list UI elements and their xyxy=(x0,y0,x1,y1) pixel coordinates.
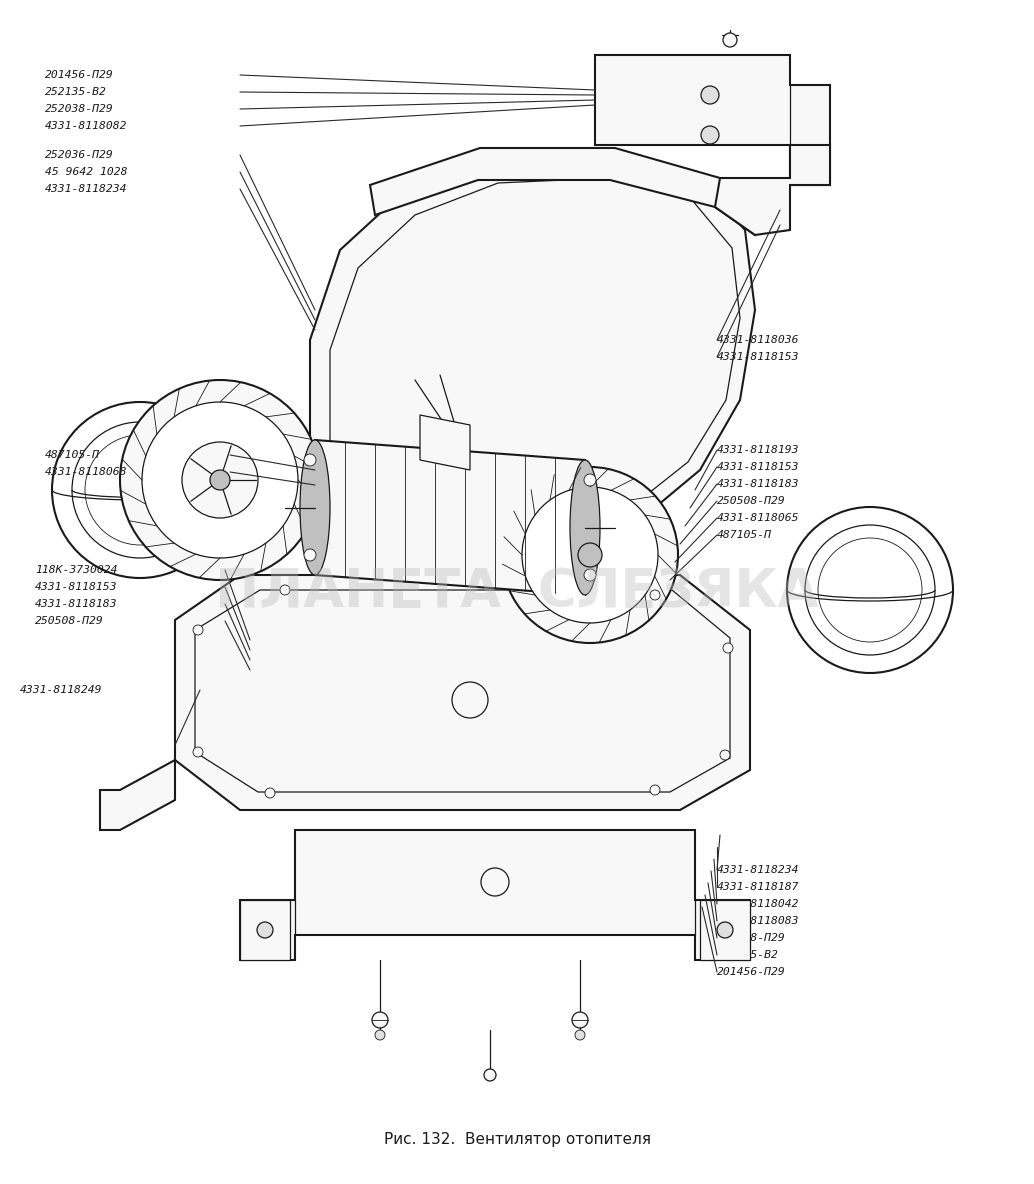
Text: 252038-П29: 252038-П29 xyxy=(45,104,114,114)
Circle shape xyxy=(701,86,719,104)
Text: 4331-8118082: 4331-8118082 xyxy=(45,121,127,131)
Polygon shape xyxy=(420,416,470,470)
Circle shape xyxy=(452,682,488,718)
Circle shape xyxy=(375,1030,385,1040)
Circle shape xyxy=(182,442,258,519)
Polygon shape xyxy=(595,54,830,185)
Text: 252038-П29: 252038-П29 xyxy=(717,933,786,942)
Text: 201456-П29: 201456-П29 xyxy=(717,967,786,977)
Polygon shape xyxy=(315,440,585,596)
Polygon shape xyxy=(255,430,310,490)
Circle shape xyxy=(723,33,737,47)
Text: 4331-8118249: 4331-8118249 xyxy=(20,686,102,695)
Polygon shape xyxy=(310,155,755,545)
Circle shape xyxy=(501,466,678,643)
Ellipse shape xyxy=(570,461,600,596)
Text: Рис. 132.  Вентилятор отопителя: Рис. 132. Вентилятор отопителя xyxy=(384,1132,650,1146)
Polygon shape xyxy=(370,148,760,234)
Text: 4331-8118234: 4331-8118234 xyxy=(45,184,127,194)
Circle shape xyxy=(584,570,596,581)
Circle shape xyxy=(193,625,203,635)
Polygon shape xyxy=(100,760,175,830)
Text: 118К-3730024: 118К-3730024 xyxy=(35,565,118,575)
Text: 4331-8118042: 4331-8118042 xyxy=(717,899,799,909)
Polygon shape xyxy=(175,575,750,810)
Circle shape xyxy=(484,1069,496,1081)
Text: 4331-8118234: 4331-8118234 xyxy=(717,866,799,875)
Circle shape xyxy=(193,747,203,757)
Circle shape xyxy=(120,380,320,580)
Text: 4331-8118083: 4331-8118083 xyxy=(717,916,799,926)
Polygon shape xyxy=(714,144,830,234)
Text: 4331-8118153: 4331-8118153 xyxy=(717,462,799,472)
Text: 4331-8118068: 4331-8118068 xyxy=(45,466,127,477)
Circle shape xyxy=(304,549,316,561)
Circle shape xyxy=(265,789,275,798)
Circle shape xyxy=(717,922,733,938)
Circle shape xyxy=(787,507,953,673)
Circle shape xyxy=(52,403,229,578)
Circle shape xyxy=(650,590,660,600)
Text: 45 9642 1028: 45 9642 1028 xyxy=(45,167,127,176)
Text: 252135-В2: 252135-В2 xyxy=(717,950,779,960)
Polygon shape xyxy=(240,900,290,960)
Circle shape xyxy=(372,1012,388,1028)
Circle shape xyxy=(575,1030,585,1040)
Circle shape xyxy=(142,403,298,558)
Polygon shape xyxy=(700,900,750,960)
Circle shape xyxy=(522,487,658,623)
Text: 487105-П: 487105-П xyxy=(45,450,100,461)
Text: 487105-П: 487105-П xyxy=(717,530,772,540)
Circle shape xyxy=(701,126,719,144)
Text: 201456-П29: 201456-П29 xyxy=(45,70,114,81)
Circle shape xyxy=(210,470,230,490)
Text: 252036-П29: 252036-П29 xyxy=(45,150,114,160)
Circle shape xyxy=(720,749,730,760)
Ellipse shape xyxy=(300,440,330,575)
Text: 4331-8118036: 4331-8118036 xyxy=(717,335,799,345)
Polygon shape xyxy=(240,830,750,960)
Text: 4331-8118193: 4331-8118193 xyxy=(717,445,799,455)
Circle shape xyxy=(723,643,733,654)
Text: 250508-П29: 250508-П29 xyxy=(35,616,103,626)
Text: 4331-8118183: 4331-8118183 xyxy=(717,480,799,489)
Circle shape xyxy=(578,543,602,567)
Text: 4331-8118065: 4331-8118065 xyxy=(717,513,799,523)
Circle shape xyxy=(650,785,660,794)
Text: ПЛАНЕТА  СЛЕЗЯКА: ПЛАНЕТА СЛЕЗЯКА xyxy=(215,566,819,618)
Circle shape xyxy=(280,585,290,596)
Circle shape xyxy=(257,922,273,938)
Circle shape xyxy=(481,868,509,896)
Text: 250508-П29: 250508-П29 xyxy=(717,496,786,506)
Circle shape xyxy=(304,453,316,466)
Text: 4331-8118153: 4331-8118153 xyxy=(35,583,118,592)
Text: 4331-8118183: 4331-8118183 xyxy=(35,599,118,609)
Circle shape xyxy=(584,474,596,485)
Text: 4331-8118187: 4331-8118187 xyxy=(717,882,799,892)
Circle shape xyxy=(572,1012,588,1028)
Text: 4331-8118153: 4331-8118153 xyxy=(717,352,799,362)
Text: 252135-В2: 252135-В2 xyxy=(45,86,107,97)
